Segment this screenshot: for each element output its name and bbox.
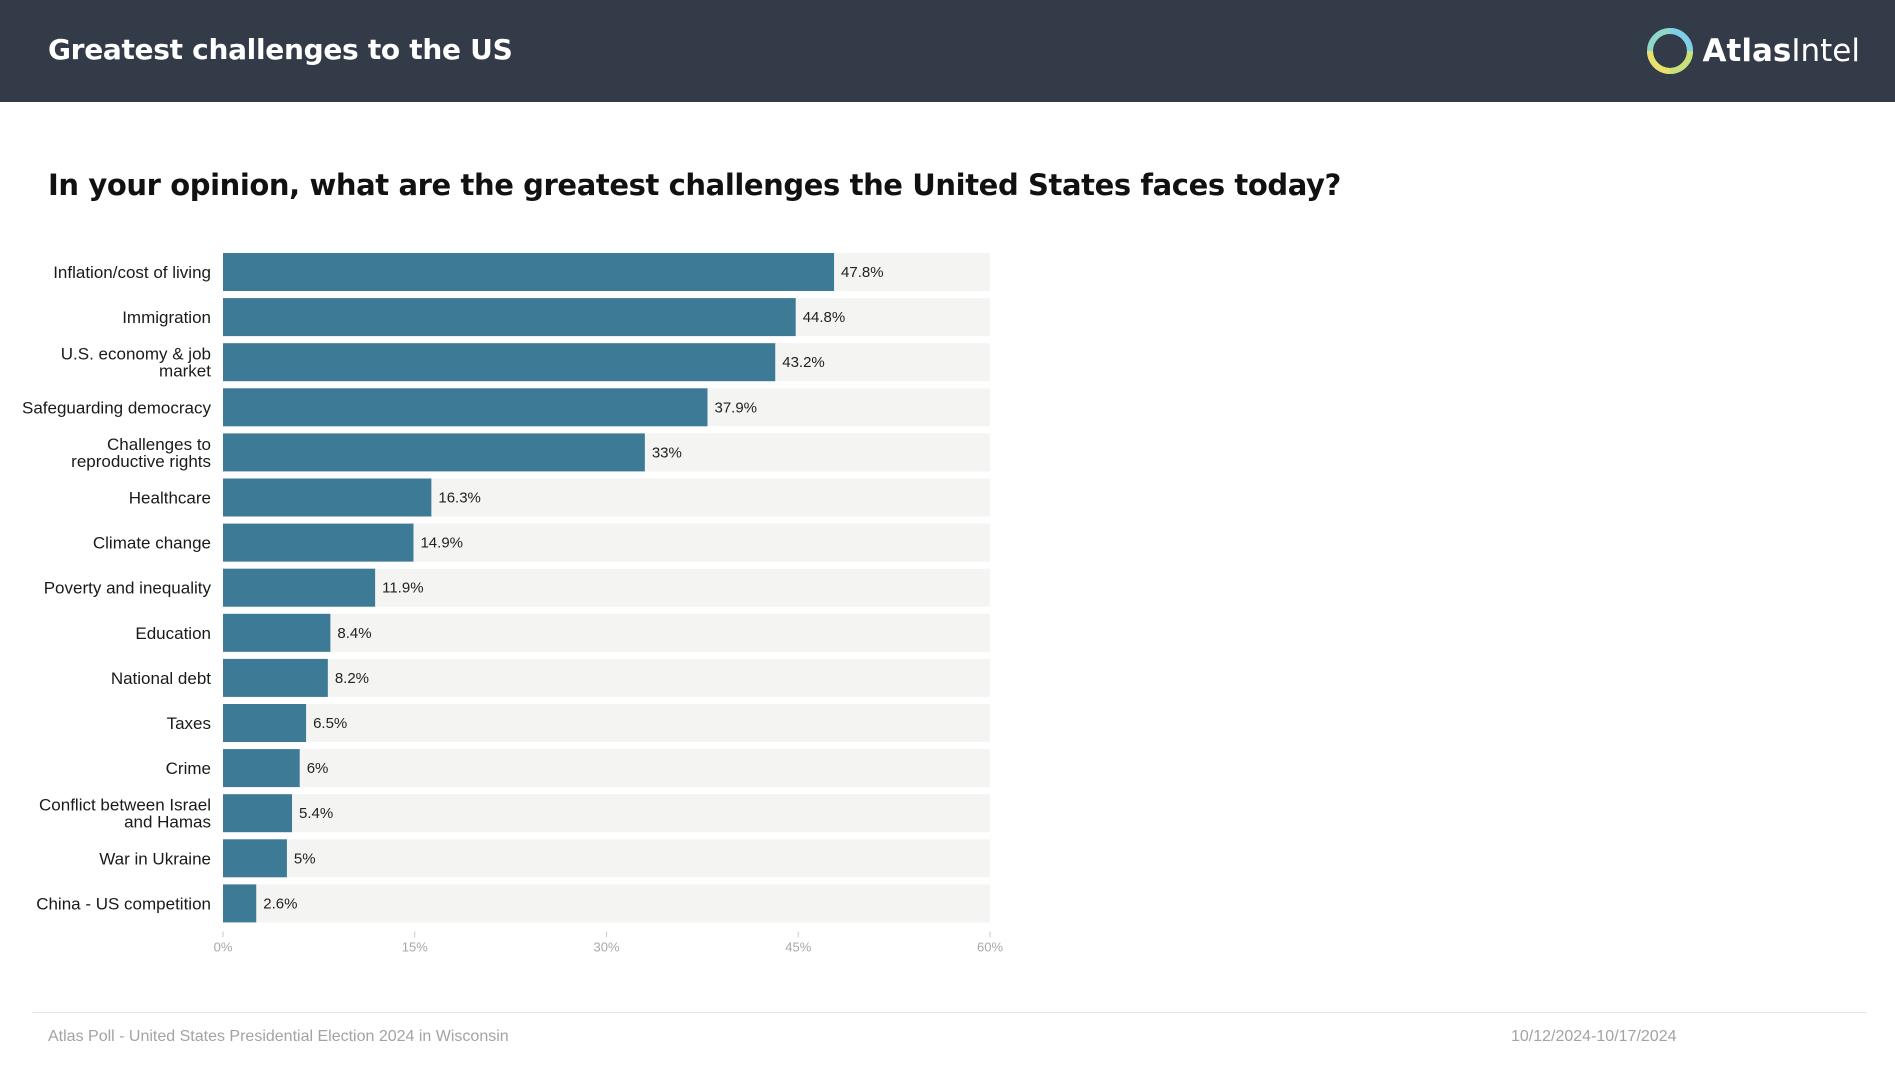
category-label: National debt: [111, 669, 211, 688]
category-label: China - US competition: [36, 894, 211, 913]
bar: [223, 253, 835, 291]
atlas-logo-icon: [1646, 28, 1693, 74]
brand-logo[interactable]: AtlasIntel: [1646, 26, 1860, 76]
category-label: and Hamas: [124, 813, 211, 832]
category-label: Healthcare: [129, 489, 211, 508]
bar-track: [223, 794, 990, 833]
bar: [223, 433, 645, 472]
data-label: 16.3%: [438, 490, 481, 507]
bar-track: [223, 749, 990, 788]
category-label: reproductive rights: [71, 452, 211, 471]
category-label: Challenges to: [107, 435, 211, 454]
x-tick-label: 0%: [214, 939, 233, 954]
x-tick-label: 45%: [785, 939, 811, 954]
bar: [223, 658, 328, 697]
bar: [223, 613, 331, 652]
category-label: Taxes: [167, 714, 211, 733]
footer-divider: [32, 1012, 1866, 1013]
bar: [223, 749, 300, 788]
data-label: 14.9%: [420, 535, 463, 552]
data-label: 44.8%: [803, 309, 846, 326]
question-heading: In your opinion, what are the greatest c…: [48, 168, 1341, 202]
data-label: 2.6%: [263, 895, 297, 912]
category-label: U.S. economy & job: [61, 345, 211, 364]
bar-chart: 47.8% Inflation/cost of living 44.8% Immigr…: [22, 253, 1003, 954]
page-title: Greatest challenges to the US: [48, 33, 513, 66]
bar: [223, 298, 796, 337]
bar-track: [223, 613, 990, 652]
data-label: 47.8%: [841, 264, 884, 281]
x-tick-label: 60%: [977, 939, 1003, 954]
data-label: 8.4%: [337, 625, 371, 642]
x-tick-label: 15%: [402, 939, 428, 954]
data-label: 37.9%: [714, 399, 757, 416]
category-label: War in Ukraine: [99, 849, 211, 868]
bar: [223, 839, 287, 878]
bar-track: [223, 704, 990, 742]
category-label: Poverty and inequality: [44, 579, 212, 598]
category-label: Immigration: [122, 308, 211, 327]
header-bar: Greatest challenges to the US AtlasIntel: [0, 0, 1895, 102]
category-label: Education: [135, 624, 211, 643]
category-label: Conflict between Israel: [39, 796, 211, 815]
bar-track: [223, 658, 990, 697]
category-label: Inflation/cost of living: [53, 263, 211, 282]
data-label: 5.4%: [299, 805, 333, 822]
footer-dates: 10/12/2024-10/17/2024: [1511, 1028, 1677, 1045]
bar: [223, 704, 307, 742]
bar: [223, 523, 414, 562]
data-label: 8.2%: [335, 670, 369, 687]
bar: [223, 884, 257, 923]
category-label: market: [159, 362, 211, 381]
bar: [223, 568, 376, 607]
category-label: Crime: [166, 759, 211, 778]
data-label: 11.9%: [382, 580, 423, 597]
data-label: 6.5%: [313, 715, 347, 732]
category-label: Climate change: [93, 534, 211, 553]
brand-name: AtlasIntel: [1702, 33, 1860, 69]
bar: [223, 388, 708, 427]
bar: [223, 343, 776, 382]
category-label: Safeguarding democracy: [22, 398, 212, 417]
data-label: 6%: [307, 760, 329, 777]
bar-track: [223, 884, 990, 923]
footer-source: Atlas Poll - United States Presidential …: [48, 1028, 509, 1045]
bar-track: [223, 839, 990, 878]
data-label: 5%: [294, 850, 316, 867]
data-label: 33%: [652, 444, 682, 461]
bar: [223, 794, 293, 833]
bar: [223, 478, 432, 517]
data-label: 43.2%: [782, 354, 825, 371]
x-tick-label: 30%: [593, 939, 619, 954]
